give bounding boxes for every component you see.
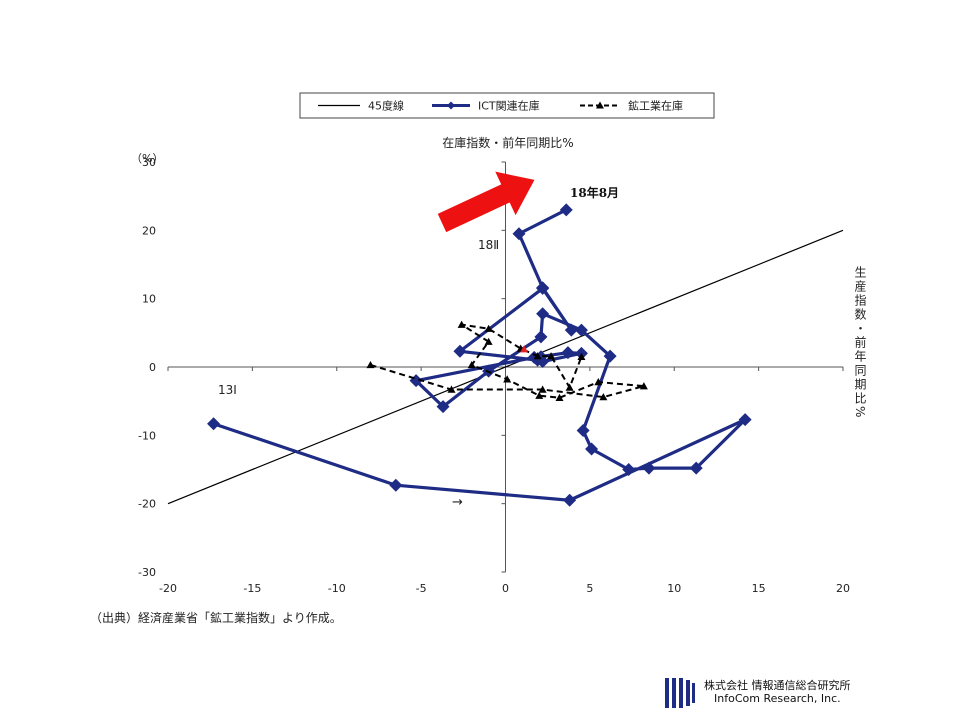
- ict-point: [536, 307, 550, 321]
- mining-point: [484, 324, 493, 332]
- ict-point: [207, 417, 221, 431]
- annotation-start: 13Ⅰ: [218, 383, 237, 397]
- company-name-en: InfoCom Research, Inc.: [714, 692, 841, 705]
- legend: 45度線 ICT関連在庫 鉱工業在庫: [299, 92, 715, 119]
- ict-point: [603, 349, 617, 363]
- ict-point: [642, 461, 656, 475]
- chart-title: 在庫指数・前年同期比%: [442, 135, 573, 150]
- legend-label: 鉱工業在庫: [628, 99, 683, 113]
- mining-point: [538, 385, 547, 393]
- series-layer: [167, 203, 844, 507]
- mining-point: [639, 382, 648, 390]
- mining-point: [555, 393, 564, 401]
- series-45度線: [167, 229, 844, 505]
- trend-arrow-shape: [437, 171, 535, 233]
- mining-point: [366, 360, 375, 369]
- source-note: （出典）経済産業省「鉱工業指数」より作成。: [90, 611, 342, 625]
- mining-point: [503, 375, 512, 383]
- y-tick-label: 30: [142, 156, 156, 169]
- labels-layer: （%） 在庫指数・前年同期比% 生産指数・前年同期比% 13Ⅰ 18Ⅱ 18年8月 →: [131, 135, 867, 510]
- mining-point: [484, 337, 493, 345]
- x-tick-label: 15: [752, 582, 766, 595]
- ict-point: [563, 493, 577, 507]
- y-tick-label: 10: [142, 293, 156, 306]
- ict-point: [561, 346, 575, 360]
- mining-point: [594, 378, 603, 386]
- ict-point: [585, 442, 599, 456]
- trend-arrow: [437, 171, 535, 233]
- mining-series-line: [370, 323, 645, 399]
- line-45deg: [167, 229, 844, 505]
- series-highlight: [520, 345, 529, 353]
- company-logo: [665, 678, 695, 708]
- annotation-arrow: →: [452, 495, 463, 510]
- legend-box: [299, 92, 715, 119]
- x-tick-label: -20: [159, 582, 177, 595]
- x-tick-label: 20: [836, 582, 850, 595]
- legend-marker: [596, 101, 604, 109]
- ict-point: [453, 344, 467, 358]
- y-unit-label: （%）: [131, 152, 163, 165]
- x-tick-label: -5: [416, 582, 427, 595]
- series-鉱工業在庫: [366, 320, 648, 401]
- mining-point: [599, 393, 608, 401]
- legend-label: ICT関連在庫: [478, 99, 540, 113]
- y-tick-label: 20: [142, 224, 156, 237]
- mining-point: [535, 391, 544, 399]
- highlight-point: [520, 345, 529, 353]
- ict-series-line: [213, 208, 747, 502]
- ict-point: [531, 353, 545, 367]
- legend-marker: [447, 101, 455, 110]
- y-tick-label: -20: [138, 498, 156, 511]
- ict-point: [564, 323, 578, 337]
- ict-point: [574, 323, 588, 337]
- mining-point: [547, 352, 556, 360]
- mining-point: [457, 320, 466, 328]
- annotation-mid: 18Ⅱ: [478, 238, 499, 252]
- annotation-end: 18年8月: [570, 185, 619, 200]
- ict-point: [738, 413, 752, 427]
- y-tick-label: 0: [149, 361, 156, 374]
- y-tick-label: -10: [138, 429, 156, 442]
- legend-entry: 鉱工業在庫: [580, 99, 683, 113]
- ict-point: [534, 330, 548, 344]
- series-ICT関連在庫: [207, 203, 752, 507]
- mining-point: [533, 352, 542, 360]
- x-tick-label: -15: [243, 582, 261, 595]
- y-tick-label: -30: [138, 566, 156, 579]
- x-tick-label: 0: [502, 582, 509, 595]
- mining-point: [577, 352, 586, 360]
- ict-point: [559, 203, 573, 217]
- ict-point: [689, 461, 703, 475]
- y-axis-label: 生産指数・前年同期比%: [853, 266, 867, 420]
- x-tick-label: -10: [328, 582, 346, 595]
- mining-point: [565, 383, 574, 391]
- company-name-jp: 株式会社 情報通信総合研究所: [704, 679, 851, 692]
- mining-point: [447, 385, 456, 393]
- ict-point: [576, 424, 590, 438]
- ict-point: [389, 478, 403, 492]
- mining-point: [467, 360, 476, 369]
- x-tick-label: 5: [586, 582, 593, 595]
- x-tick-label: 10: [667, 582, 681, 595]
- ict-point: [536, 281, 550, 295]
- legend-entry: 45度線: [318, 99, 404, 113]
- ict-point: [622, 463, 636, 476]
- ict-point: [436, 400, 450, 414]
- legend-label: 45度線: [368, 99, 404, 113]
- legend-entry: ICT関連在庫: [432, 99, 540, 113]
- ict-point: [512, 227, 526, 241]
